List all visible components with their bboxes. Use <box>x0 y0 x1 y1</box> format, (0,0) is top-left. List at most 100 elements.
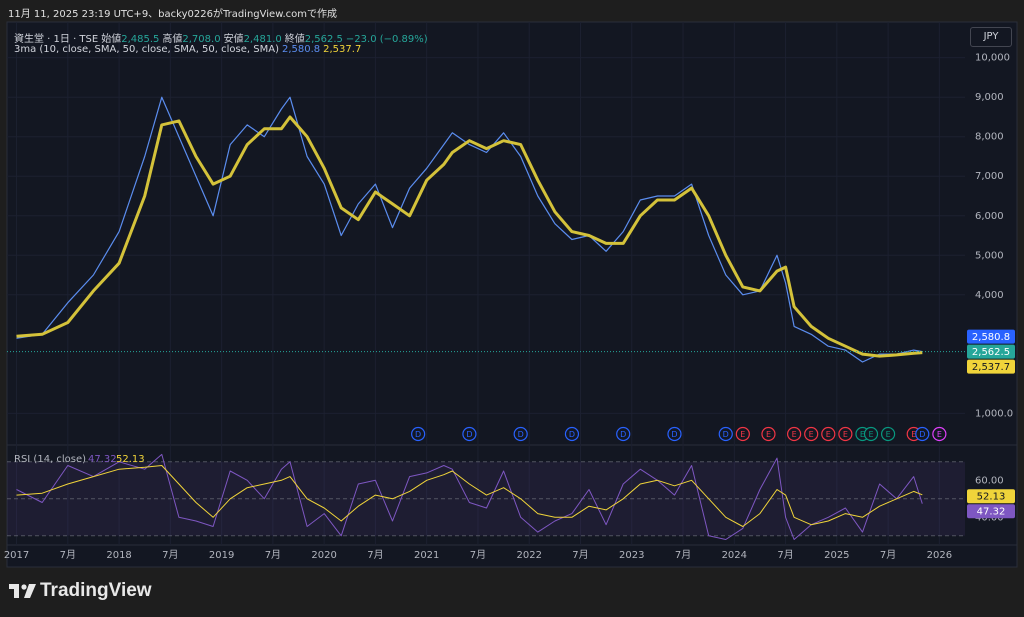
event-marker <box>804 426 819 442</box>
event-label: D <box>569 430 575 439</box>
x-tick-label: 2019 <box>209 550 234 561</box>
event-label: E <box>886 430 891 439</box>
x-tick-label: 2017 <box>4 550 29 561</box>
x-tick-label: 2025 <box>824 550 849 561</box>
x-tick-label: 7月 <box>880 549 896 561</box>
ohlc-name: 終値 <box>284 34 305 45</box>
value-tag <box>967 344 1015 359</box>
value-tag <box>967 489 1015 504</box>
brand: TradingView <box>40 580 152 601</box>
event-marker <box>735 426 750 442</box>
event-marker <box>462 426 477 442</box>
value-tag <box>967 329 1015 344</box>
ohlc-value: 2,485.5 <box>121 34 160 45</box>
y-tick-label: 10,000 <box>975 53 1010 64</box>
event-label: E <box>792 430 797 439</box>
ohlc-value: 2,562.5 <box>304 34 343 45</box>
value-tag <box>967 504 1015 519</box>
legend-main: 資生堂 · 1日 · TSE 始値2,485.5 高値2,708.0 安値2,481.… <box>14 30 431 45</box>
y-tick-label: 1,000.0 <box>975 408 1013 419</box>
event-label: E <box>868 430 873 439</box>
event-marker <box>513 426 528 442</box>
value-tag-label: 2,580.8 <box>972 332 1010 343</box>
x-tick-label: 2022 <box>516 550 541 561</box>
x-tick-label: 7月 <box>162 549 178 561</box>
event-marker <box>667 426 682 442</box>
event-label: E <box>740 430 745 439</box>
x-tick-label: 2024 <box>722 550 747 561</box>
rsi-title: RSI (14, close) <box>14 454 86 465</box>
currency-button[interactable]: JPY <box>970 27 1012 47</box>
x-tick-label: 7月 <box>675 549 691 561</box>
x-tick-label: 7月 <box>60 549 76 561</box>
event-label: E <box>843 430 848 439</box>
series-line <box>16 453 923 540</box>
y-tick-label: 5,000 <box>975 250 1004 261</box>
x-tick-label: 2023 <box>619 550 644 561</box>
y-tick-label: 8,000 <box>975 132 1004 143</box>
event-marker <box>915 426 930 442</box>
value-tag <box>967 359 1015 374</box>
event-label: D <box>620 430 626 439</box>
event-label: D <box>518 430 524 439</box>
x-tick-label: 7月 <box>367 549 383 561</box>
event-marker <box>821 426 836 442</box>
event-label: E <box>809 430 814 439</box>
y-tick-label: 6,000 <box>975 211 1004 222</box>
event-marker <box>718 426 733 442</box>
y-tick-label: 7,000 <box>975 171 1004 182</box>
x-tick-label: 2026 <box>927 550 952 561</box>
ma-value: 2,537.7 <box>323 44 362 55</box>
ohlc-name: 高値 <box>162 34 183 45</box>
event-label: D <box>466 430 472 439</box>
series-line <box>16 465 923 527</box>
ohlc-name: 安値 <box>223 34 244 45</box>
event-label: E <box>826 430 831 439</box>
logo-part <box>14 584 19 598</box>
event-label: D <box>723 430 729 439</box>
x-tick-label: 7月 <box>777 549 793 561</box>
logo-part <box>24 584 36 598</box>
rsi-tick-label: 60.00 <box>975 475 1004 486</box>
symbol: 資生堂 · 1日 · TSE <box>14 34 99 45</box>
series-line <box>16 115 923 358</box>
event-marker <box>838 426 853 442</box>
ohlc-value: 2,708.0 <box>182 34 221 45</box>
event-label: E <box>911 430 916 439</box>
ohlc-name: 始値 <box>101 34 122 45</box>
x-tick-label: 7月 <box>572 549 588 561</box>
ma-name: 3ma (10, close, SMA, 50, close, SMA, 50,… <box>14 44 279 55</box>
event-marker <box>880 426 896 442</box>
legend-ma: 3ma (10, close, SMA, 50, close, SMA, 50,… <box>14 44 364 55</box>
series-line <box>16 96 923 363</box>
event-label: E <box>766 430 771 439</box>
x-tick-label: 2021 <box>414 550 439 561</box>
event-marker <box>787 426 802 442</box>
y-tick-label: 4,000 <box>975 290 1004 301</box>
event-label: D <box>919 430 925 439</box>
change: −23.0 (−0.89%) <box>345 34 428 45</box>
logo <box>9 584 36 598</box>
event-marker <box>761 426 776 442</box>
event-marker <box>564 426 580 442</box>
ma-value: 2,580.8 <box>281 44 321 55</box>
event-marker <box>411 426 426 442</box>
event-label: D <box>671 430 677 439</box>
x-tick-label: 2020 <box>311 550 336 561</box>
value-tag-label: 52.13 <box>977 492 1006 503</box>
event-label: D <box>415 430 421 439</box>
timestamp: 11月 11, 2025 23:19 UTC+9、backy0226がTradi… <box>8 9 337 20</box>
rsi-legend-value: 47.32 <box>88 454 117 465</box>
logo-part <box>21 584 27 590</box>
rsi-legend-value: 52.13 <box>116 454 145 465</box>
event-label: E <box>937 430 942 439</box>
event-marker <box>616 426 631 442</box>
x-tick-label: 7月 <box>470 549 486 561</box>
event-label: E <box>860 430 865 439</box>
value-tag-label: 47.32 <box>977 507 1006 518</box>
value-tag-label: 2,562.5 <box>972 347 1010 358</box>
event-marker <box>932 426 947 442</box>
